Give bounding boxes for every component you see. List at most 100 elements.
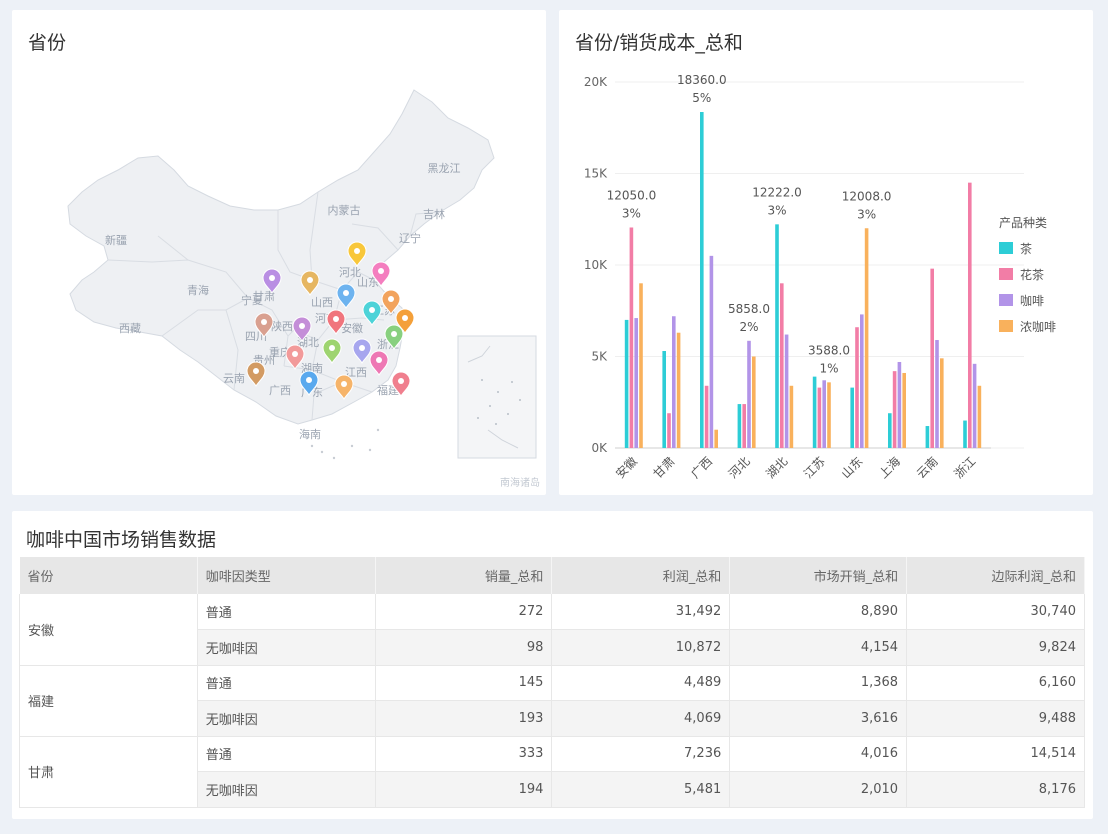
y-tick-label: 5K bbox=[591, 350, 608, 364]
x-category-label: 甘肃 bbox=[651, 454, 678, 481]
cell-type: 无咖啡因 bbox=[197, 700, 376, 737]
map-location-pin-icon[interactable] bbox=[336, 283, 356, 309]
table-row: 安徽 普通 272 31,492 8,890 30,740 bbox=[19, 594, 1085, 666]
bar[interactable] bbox=[789, 385, 794, 448]
map-province-label: 吉林 bbox=[423, 207, 445, 221]
chart-gridlines bbox=[615, 81, 1024, 449]
map-location-pin-icon[interactable] bbox=[299, 370, 319, 396]
map-location-pin-icon[interactable] bbox=[246, 361, 266, 387]
legend-label: 花茶 bbox=[1020, 267, 1044, 282]
bar[interactable] bbox=[888, 413, 892, 448]
map-markers[interactable] bbox=[246, 241, 415, 400]
map-location-pin-icon[interactable] bbox=[262, 268, 282, 294]
legend-item[interactable]: 茶 bbox=[999, 241, 1032, 256]
x-category-label: 广西 bbox=[688, 454, 715, 481]
map-province-label: 新疆 bbox=[105, 233, 127, 247]
map-province-label: 山东 bbox=[357, 276, 379, 289]
cell-province: 安徽 bbox=[19, 594, 198, 666]
bar[interactable] bbox=[667, 413, 671, 448]
bar[interactable] bbox=[892, 371, 897, 448]
map-province-label: 辽宁 bbox=[399, 231, 421, 245]
bar[interactable] bbox=[850, 387, 854, 448]
cell-margin: 9,824 bbox=[906, 629, 1085, 666]
bar[interactable] bbox=[902, 372, 906, 448]
chart-y-axis: 0K 5K 10K 15K 20K bbox=[584, 75, 608, 455]
bar[interactable] bbox=[977, 385, 982, 448]
bar[interactable] bbox=[822, 380, 826, 448]
bar[interactable] bbox=[747, 340, 751, 448]
table-row: 无咖啡因 194 5,481 2,010 8,176 bbox=[20, 771, 1085, 808]
bar[interactable] bbox=[817, 387, 822, 448]
legend-item[interactable]: 花茶 bbox=[999, 267, 1044, 282]
bar[interactable] bbox=[780, 283, 784, 448]
map-location-pin-icon[interactable] bbox=[395, 308, 415, 334]
bar[interactable] bbox=[940, 358, 944, 448]
legend-item[interactable]: 咖啡 bbox=[999, 293, 1044, 308]
map-location-pin-icon[interactable] bbox=[347, 241, 367, 267]
bar[interactable] bbox=[968, 182, 972, 448]
map-location-pin-icon[interactable] bbox=[292, 316, 312, 342]
map-location-pin-icon[interactable] bbox=[300, 270, 320, 296]
col-header-sales[interactable]: 销量_总和 bbox=[375, 557, 553, 594]
bar[interactable] bbox=[714, 429, 718, 448]
legend-title: 产品种类 bbox=[999, 216, 1047, 230]
bar[interactable] bbox=[709, 255, 714, 448]
map-location-pin-icon[interactable] bbox=[384, 324, 404, 350]
bar[interactable] bbox=[925, 426, 930, 448]
bar[interactable] bbox=[972, 363, 977, 448]
bar[interactable] bbox=[935, 340, 939, 448]
cell-margin: 9,488 bbox=[906, 700, 1085, 737]
bar[interactable] bbox=[662, 351, 666, 448]
bar[interactable] bbox=[827, 382, 831, 448]
map-location-pin-icon[interactable] bbox=[352, 338, 372, 364]
chart-bars[interactable] bbox=[624, 112, 982, 449]
map-location-pin-icon[interactable] bbox=[369, 350, 389, 376]
bar[interactable] bbox=[737, 404, 742, 448]
col-header-caffeine-type[interactable]: 咖啡因类型 bbox=[197, 557, 376, 594]
cell-marketing: 3,616 bbox=[729, 700, 908, 737]
bar[interactable] bbox=[963, 420, 967, 448]
legend-item[interactable]: 浓咖啡 bbox=[999, 319, 1056, 334]
bar[interactable] bbox=[629, 227, 634, 448]
col-header-margin[interactable]: 边际利润_总和 bbox=[906, 557, 1085, 594]
bar[interactable] bbox=[672, 316, 676, 448]
map-location-pin-icon[interactable] bbox=[254, 312, 274, 338]
bar[interactable] bbox=[855, 327, 859, 448]
bar[interactable] bbox=[775, 224, 779, 448]
col-header-profit[interactable]: 利润_总和 bbox=[551, 557, 731, 594]
map-location-pin-icon[interactable] bbox=[391, 371, 411, 397]
col-header-province[interactable]: 省份 bbox=[19, 557, 198, 594]
map-location-pin-icon[interactable] bbox=[371, 261, 391, 287]
bar[interactable] bbox=[704, 385, 709, 448]
cell-marketing: 4,154 bbox=[729, 629, 908, 666]
col-header-marketing[interactable]: 市场开销_总和 bbox=[729, 557, 908, 594]
bar[interactable] bbox=[624, 319, 629, 448]
map-province-label: 宁夏 bbox=[241, 293, 263, 307]
bar[interactable] bbox=[860, 314, 864, 448]
bar-chart[interactable]: 0K 5K 10K 15K 20K 安徽 甘肃 广西 河北 湖北 江苏 山东 上海 云南 浙江 12050… bbox=[559, 10, 1093, 495]
bar[interactable] bbox=[812, 376, 817, 448]
map-province-label: 云南 bbox=[223, 372, 245, 385]
map-location-pin-icon[interactable] bbox=[285, 344, 305, 370]
map-location-pin-icon[interactable] bbox=[322, 338, 342, 364]
bar[interactable] bbox=[676, 332, 681, 448]
bar[interactable] bbox=[634, 318, 638, 448]
legend-label: 茶 bbox=[1020, 241, 1032, 256]
bar[interactable] bbox=[784, 334, 789, 448]
bar[interactable] bbox=[752, 356, 756, 449]
bar[interactable] bbox=[639, 283, 643, 448]
bar[interactable] bbox=[700, 112, 704, 449]
bar[interactable] bbox=[930, 268, 934, 448]
bar[interactable] bbox=[864, 228, 869, 448]
bar[interactable] bbox=[742, 404, 746, 448]
bar[interactable] bbox=[897, 361, 902, 448]
map-location-pin-icon[interactable] bbox=[326, 309, 346, 335]
y-tick-label: 0K bbox=[591, 441, 608, 455]
map-location-pin-icon[interactable] bbox=[381, 289, 401, 315]
map-location-pin-icon[interactable] bbox=[334, 374, 354, 400]
cell-type: 普通 bbox=[197, 736, 376, 772]
map-province-label: 西藏 bbox=[119, 322, 141, 335]
map-location-pin-icon[interactable] bbox=[362, 300, 382, 326]
